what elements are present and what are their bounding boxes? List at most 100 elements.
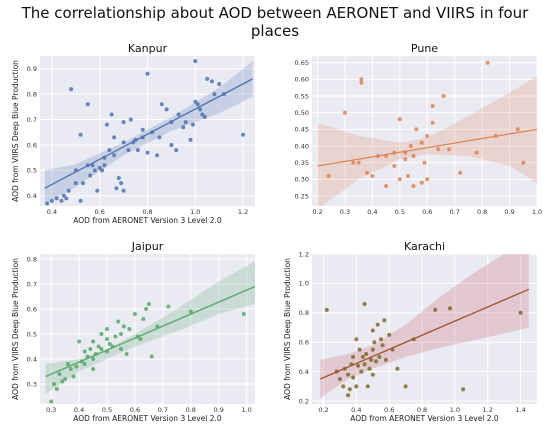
data-point xyxy=(121,120,126,125)
data-point xyxy=(66,188,71,193)
data-point xyxy=(135,148,140,153)
data-point xyxy=(99,347,104,351)
data-point xyxy=(406,174,410,178)
data-point xyxy=(63,377,68,381)
y-tick-label: 0.60 xyxy=(295,76,309,84)
data-point xyxy=(395,366,400,371)
data-point xyxy=(461,387,466,392)
data-point xyxy=(124,352,129,356)
data-point xyxy=(132,312,137,316)
data-point xyxy=(375,322,380,327)
x-tick-label: 1.0 xyxy=(532,208,542,216)
data-point xyxy=(169,143,174,147)
regression-line xyxy=(319,288,530,380)
plot-content xyxy=(44,59,253,206)
confidence-band xyxy=(320,254,529,399)
x-tick-label: 0.6 xyxy=(95,208,105,216)
data-point xyxy=(419,180,424,185)
data-point xyxy=(181,125,186,130)
data-point xyxy=(403,384,408,389)
data-point xyxy=(341,384,346,389)
y-axis-label: AOD from VIIRS Deep Blue Production xyxy=(283,258,292,400)
data-point xyxy=(49,399,54,404)
y-tick-label: 0.40 xyxy=(295,142,309,150)
y-tick-label: 0.25 xyxy=(295,192,309,200)
y-tick-label: 0.45 xyxy=(295,126,309,134)
data-point xyxy=(166,304,171,309)
data-point xyxy=(99,332,104,336)
y-tick-label: 0.4 xyxy=(27,355,37,363)
x-tick-label: 0.6 xyxy=(422,208,432,216)
data-point xyxy=(205,76,210,81)
plot-content xyxy=(319,254,530,399)
y-tick-label: 0.5 xyxy=(27,167,37,175)
data-point xyxy=(149,354,154,359)
data-point xyxy=(356,160,361,165)
data-point xyxy=(54,387,59,391)
data-point xyxy=(96,344,101,349)
data-point xyxy=(383,357,388,362)
y-tick-label: 1.2 xyxy=(299,250,309,258)
data-point xyxy=(241,312,246,316)
y-tick-label: 0.7 xyxy=(27,116,37,124)
data-point xyxy=(45,201,50,206)
data-point xyxy=(356,363,360,368)
data-point xyxy=(155,153,160,158)
data-point xyxy=(52,382,56,386)
x-tick-label: 0.5 xyxy=(102,406,112,414)
y-tick-label: 0.6 xyxy=(27,141,37,149)
data-point xyxy=(425,134,430,138)
data-point xyxy=(374,359,379,364)
data-point xyxy=(369,357,374,362)
data-point xyxy=(364,352,369,356)
y-tick-label: 0.55 xyxy=(295,92,309,100)
data-point xyxy=(521,160,526,165)
data-point xyxy=(346,393,351,398)
data-point xyxy=(126,148,131,153)
data-point xyxy=(382,318,387,323)
data-point xyxy=(397,117,402,122)
data-point xyxy=(380,343,385,348)
x-tick-label: 0.8 xyxy=(417,406,427,414)
x-tick-label: 0.6 xyxy=(130,406,140,414)
data-point xyxy=(357,347,362,352)
data-point xyxy=(351,375,356,380)
data-point xyxy=(119,332,123,336)
x-tick-label: 0.8 xyxy=(142,208,152,216)
panel-title: Jaipur xyxy=(131,240,164,253)
data-point xyxy=(85,102,90,107)
y-tick-label: 0.4 xyxy=(299,368,309,376)
x-tick-label: 1.2 xyxy=(238,208,248,216)
y-axis-label: AOD from VIIRS Deep Blue Production xyxy=(11,258,20,400)
regression-line xyxy=(45,285,255,378)
data-point xyxy=(88,347,93,351)
data-point xyxy=(351,354,356,359)
data-point xyxy=(144,307,149,311)
data-point xyxy=(88,173,93,178)
data-point xyxy=(128,117,133,122)
data-point xyxy=(188,309,193,314)
data-point xyxy=(360,354,365,359)
data-point xyxy=(326,174,331,178)
data-point xyxy=(384,184,389,188)
x-tick-label: 0.6 xyxy=(384,406,394,414)
data-point xyxy=(217,82,222,86)
data-point xyxy=(200,112,205,117)
plot-area xyxy=(312,56,537,206)
data-point xyxy=(174,148,179,153)
data-point xyxy=(518,310,523,315)
data-point xyxy=(121,324,126,329)
data-point xyxy=(387,332,392,337)
x-tick-label: 0.4 xyxy=(351,406,361,414)
data-point xyxy=(430,104,435,108)
data-point xyxy=(485,60,490,65)
data-point xyxy=(81,181,85,186)
data-point xyxy=(458,170,463,175)
data-point xyxy=(419,140,424,145)
data-point xyxy=(447,147,452,152)
regression-line xyxy=(44,78,253,189)
data-point xyxy=(105,327,109,331)
data-point xyxy=(193,59,198,64)
data-point xyxy=(57,372,62,376)
